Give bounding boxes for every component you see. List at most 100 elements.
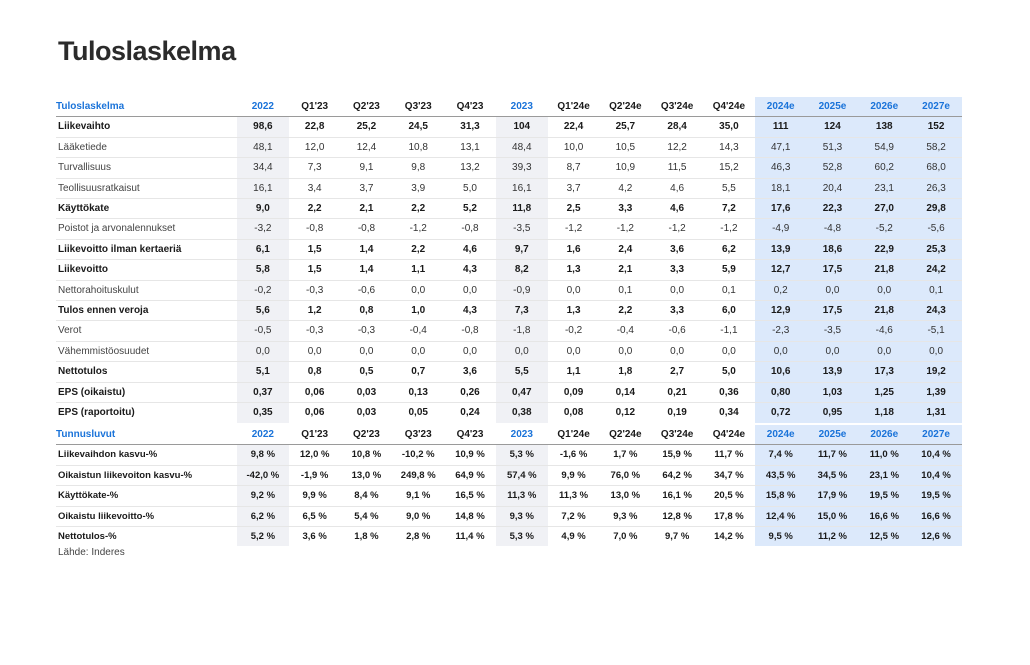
table-cell: 8,4 % [340,485,393,507]
column-header: Q3'23 [392,425,445,446]
table-cell: 2,1 [599,259,652,281]
table-cell: 12,7 [754,259,807,281]
table-cell: 12,4 [340,137,393,159]
table-cell: 0,06 [304,407,325,419]
table-cell: 25,3 [910,239,962,261]
table-cell: 12,9 [754,300,807,322]
row-label: Käyttökate-% [56,485,237,507]
table-row: Liikevoitto ilman kertaeriä 6,1 1,5 1,4 2,2 4… [56,239,962,261]
table-cell: 5,2 % [236,526,289,547]
table-cell: 6,2 % [236,506,289,528]
table-row: Vähemmistöosuudet 0,0 0,0 0,0 0,0 0,0 0,0 0,0 0,… [56,341,962,363]
table-cell: 1,31 [910,402,962,423]
column-header: 2024e [754,425,807,446]
table-cell: 9,8 [392,157,445,179]
row-label: EPS (raportoitu) [58,407,135,419]
column-header: 2026e [858,425,911,446]
table-cell: 10,4 % [910,465,962,487]
table-cell: 12,0 [288,137,341,159]
table-cell: 12,6 % [910,526,962,547]
column-header: 2025e [806,97,859,118]
table-cell: -5,6 [910,218,962,240]
table-cell: 7,3 [288,157,341,179]
table-cell: 98,6 [236,116,289,138]
table-cell: 9,0 [236,198,289,220]
table-cell: 23,1 % [858,465,911,487]
table-cell: 2,7 [651,361,704,383]
table-cell: 19,5 % [910,485,962,507]
table-cell: 15,2 [703,157,755,179]
table-cell: 0,08 [563,407,584,419]
table-row: Oikaistu liikevoitto-% 6,2 % 6,5 % 5,4 % 9,0… [56,506,962,528]
table-cell: 9,5 % [754,526,807,547]
table-cell: -42,0 % [236,465,289,487]
table-cell: 19,5 % [858,485,911,507]
table-cell: 11,2 % [806,526,859,547]
column-header: Q4'23 [444,425,496,446]
table-cell: 13,0 % [340,465,393,487]
table-cell: 7,0 % [613,531,638,543]
table-cell: 3,9 [392,178,445,200]
table-cell: 9,7 % [664,531,690,543]
table-cell: 29,8 [910,198,962,220]
table-cell: 0,0 [392,341,445,363]
table-row: Liikevaihto 98,6 22,8 25,2 24,5 31,3 104 22,4 25… [56,116,962,138]
table-row: Lääketiede 48,1 12,0 12,4 10,8 13,1 48,4 10,0 10… [56,137,962,159]
table-cell: 6,2 [703,239,755,261]
table-cell: 7,2 [703,198,755,220]
table-cell: -0,6 [651,320,704,342]
table-cell: 1,5 [288,239,341,261]
table-cell: 16,6 % [910,506,962,528]
table-row: Käyttökate 9,0 2,2 2,1 2,2 5,2 11,8 2,5 3,3 4,6 7,… [56,198,962,220]
table-cell: -5,2 [858,218,911,240]
key-figures-table: Tunnusluvut 2022 Q1'23 Q2'23 Q3'23 Q4'23 2023 Q… [56,425,962,547]
table-cell: 15,8 % [754,485,807,507]
table-cell: 14,3 [703,137,755,159]
table-cell: 0,0 [858,341,911,363]
column-header: Q4'24e [703,425,755,446]
table-cell: 6,5 % [288,506,341,528]
column-header: 2025e [806,425,859,446]
table-cell: 12,2 [651,137,704,159]
table-cell: -0,9 [495,280,548,302]
table-cell: 9,9 % [288,485,341,507]
table-cell: -1,2 [703,218,755,240]
table-cell: 16,5 % [444,485,496,507]
table-cell: 9,0 % [392,506,445,528]
page-title: Tuloslaskelma [58,36,236,66]
table-cell: 0,06 [288,382,341,404]
table-cell: -1,1 [703,320,755,342]
table-cell: 0,1 [910,280,962,302]
table-cell: 5,3 % [495,444,548,466]
table-cell: 0,37 [236,382,289,404]
table-header-row: Tuloslaskelma 2022 Q1'23 Q2'23 Q3'23 Q4'23 202… [56,97,962,118]
table-cell: 0,8 [340,300,393,322]
table-cell: 0,24 [460,407,480,419]
table-cell: 2,2 [392,198,445,220]
table-cell: 6,0 [703,300,755,322]
table-cell: 10,4 % [910,444,962,466]
table-cell: 46,3 [754,157,807,179]
table-cell: 47,1 [754,137,807,159]
table-cell: 11,7 % [806,444,859,466]
column-header: Q4'24e [703,97,755,118]
table-cell: 0,26 [444,382,496,404]
table-cell: 24,5 [392,116,445,138]
table-cell: 13,0 % [599,485,652,507]
column-header: Q1'24e [547,97,600,118]
column-header: Q1'24e [547,425,600,446]
row-label: Turvallisuus [56,157,237,179]
table-cell: -3,2 [236,218,289,240]
table-cell: 34,5 % [806,465,859,487]
row-label: Poistot ja arvonalennukset [56,218,237,240]
table-cell: -0,3 [288,280,341,302]
table-cell: 10,0 [547,137,600,159]
income-statement-table: Tuloslaskelma 2022 Q1'23 Q2'23 Q3'23 Q4'23 202… [56,97,962,423]
table-cell: 1,39 [910,382,962,404]
column-header: Q2'23 [340,97,393,118]
table-cell: 22,3 [806,198,859,220]
table-cell: 1,1 [547,361,600,383]
table-cell: 18,1 [754,178,807,200]
table-cell: 4,3 [444,300,496,322]
row-label: Nettotulos [56,361,237,383]
